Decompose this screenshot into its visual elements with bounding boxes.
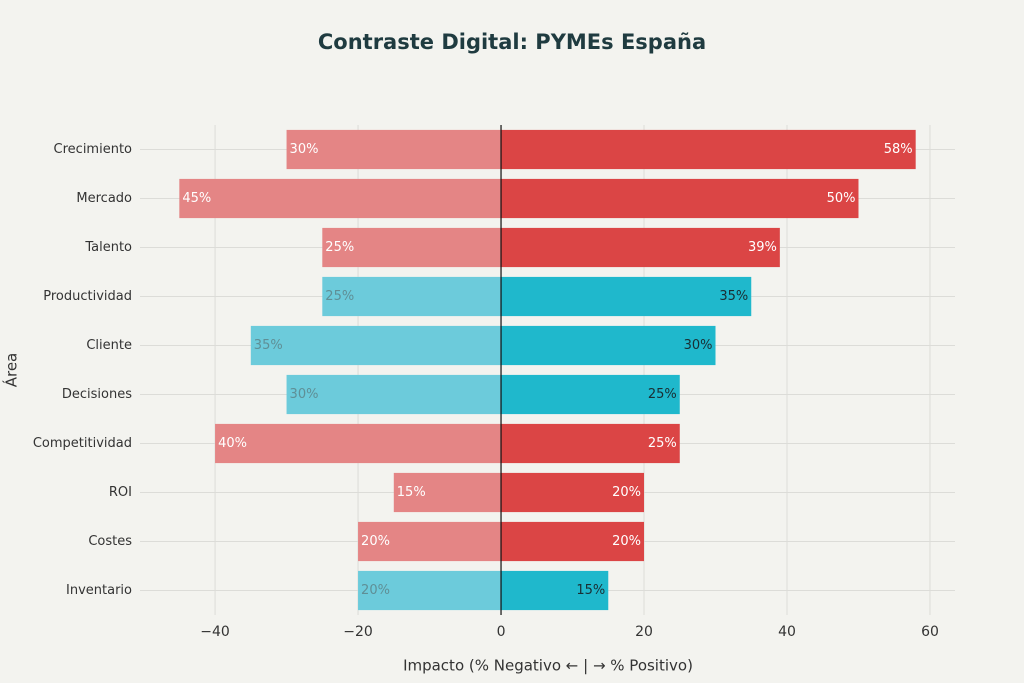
bar [501,325,716,366]
value-label: 39% [748,240,777,255]
value-label: 30% [684,338,713,353]
y-tick-label: Cliente [86,338,132,353]
x-axis-label: Impacto (% Negativo ← | → % Positivo) [403,657,693,675]
value-label: 25% [648,436,677,451]
value-label: 25% [648,387,677,402]
y-tick-label: Mercado [76,191,132,206]
value-label: 25% [325,240,354,255]
y-tick-label: Productividad [43,289,132,304]
bar [501,276,752,317]
y-tick-label: Inventario [66,583,132,598]
bar [250,325,502,366]
x-tick-label: 60 [921,624,939,640]
bar [358,570,502,611]
bar [501,423,680,464]
value-label: 30% [290,387,319,402]
value-label: 15% [397,485,426,500]
value-label: 25% [325,289,354,304]
bar [501,472,645,513]
value-label: 45% [182,191,211,206]
bar [501,570,609,611]
y-tick-label: Talento [84,240,132,255]
value-label: 20% [612,485,641,500]
bar [286,374,502,415]
value-label: 30% [290,142,319,157]
value-label: 50% [827,191,856,206]
bar [358,521,502,562]
value-label: 58% [884,142,913,157]
value-label: 20% [361,583,390,598]
value-label: 40% [218,436,247,451]
y-tick-label: Costes [88,534,132,549]
y-tick-label: Competitividad [33,436,132,451]
x-tick-label: 20 [635,624,653,640]
bar [501,374,680,415]
x-tick-label: 40 [778,624,796,640]
bar [286,129,502,170]
bar [179,178,502,219]
value-label: 35% [719,289,748,304]
bar [215,423,502,464]
bar [501,129,916,170]
y-tick-label: ROI [109,485,132,500]
bar [501,521,645,562]
bar [393,472,502,513]
bar [322,227,502,268]
x-tick-label: −40 [200,624,230,640]
x-tick-label: 0 [497,624,506,640]
bar [501,227,780,268]
y-tick-label: Decisiones [62,387,132,402]
value-label: 15% [576,583,605,598]
y-tick-label: Crecimiento [54,142,133,157]
chart-title: Contraste Digital: PYMEs España [318,30,706,54]
value-label: 35% [254,338,283,353]
value-label: 20% [361,534,390,549]
y-axis-label: Área [2,353,21,388]
bar [501,178,859,219]
value-label: 20% [612,534,641,549]
x-tick-label: −20 [343,624,373,640]
bar [322,276,502,317]
